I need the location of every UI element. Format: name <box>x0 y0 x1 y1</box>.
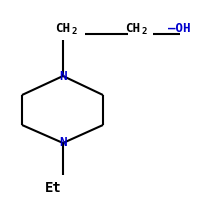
Text: —OH: —OH <box>167 21 190 35</box>
Text: N: N <box>59 136 67 150</box>
Text: CH: CH <box>124 21 139 35</box>
Text: Et: Et <box>45 181 61 195</box>
Text: N: N <box>59 69 67 83</box>
Text: 2: 2 <box>72 28 77 37</box>
Text: CH: CH <box>55 21 70 35</box>
Text: 2: 2 <box>141 28 147 37</box>
